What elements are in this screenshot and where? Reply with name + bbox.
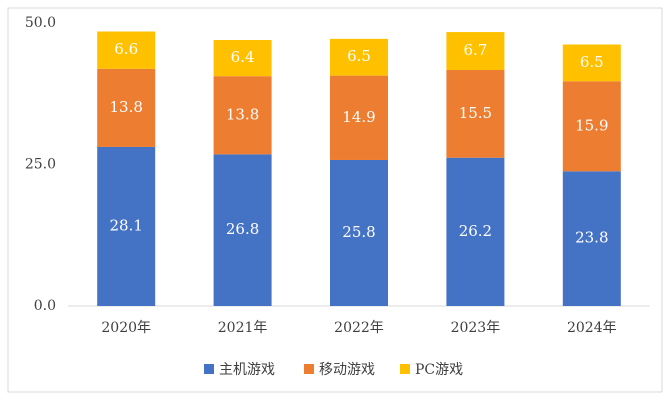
bar-segment — [562, 44, 621, 82]
data-label: 15.9 — [575, 116, 608, 134]
bar-segment — [330, 159, 388, 306]
data-label: 28.1 — [109, 216, 142, 234]
bar-segment — [330, 75, 388, 160]
data-label: 25.8 — [342, 223, 375, 241]
data-label: 6.5 — [580, 53, 604, 71]
data-label: 15.5 — [459, 104, 492, 122]
bar-segment — [446, 32, 505, 70]
bar-segment — [97, 146, 156, 306]
bar-segment — [213, 154, 272, 306]
data-label: 6.6 — [114, 40, 138, 58]
data-label: 23.8 — [575, 229, 608, 247]
legend-swatch — [304, 364, 314, 374]
legend-label: 主机游戏 — [219, 362, 275, 378]
legend-label: 移动游戏 — [319, 362, 375, 378]
x-tick-label: 2021年 — [218, 320, 268, 336]
data-label: 6.5 — [347, 47, 371, 65]
bar-segment — [562, 171, 621, 306]
x-tick-label: 2022年 — [334, 320, 384, 336]
bar-segment — [213, 76, 272, 155]
legend-swatch — [400, 364, 410, 374]
x-tick-label: 2023年 — [451, 320, 501, 336]
data-label: 6.4 — [231, 48, 255, 66]
bar-segment — [213, 39, 272, 77]
x-tick-label: 2020年 — [101, 320, 151, 336]
bar-segment — [562, 81, 621, 172]
data-label: 13.8 — [109, 98, 142, 116]
data-label: 26.8 — [226, 220, 259, 238]
y-tick-label: 25.0 — [25, 157, 56, 173]
bar-segment — [446, 69, 505, 158]
legend-swatch — [204, 364, 214, 374]
legend-label: PC游戏 — [415, 362, 463, 378]
y-tick-label: 0.0 — [34, 298, 56, 314]
data-label: 14.9 — [342, 108, 375, 126]
bar-segment — [330, 38, 388, 76]
data-label: 26.2 — [459, 222, 492, 240]
data-label: 6.7 — [463, 41, 487, 59]
bar-segment — [446, 157, 505, 306]
bar-segment — [97, 31, 156, 69]
y-tick-label: 50.0 — [25, 15, 56, 31]
x-tick-label: 2024年 — [567, 320, 617, 336]
data-label: 13.8 — [226, 105, 259, 123]
bar-segment — [97, 68, 156, 147]
